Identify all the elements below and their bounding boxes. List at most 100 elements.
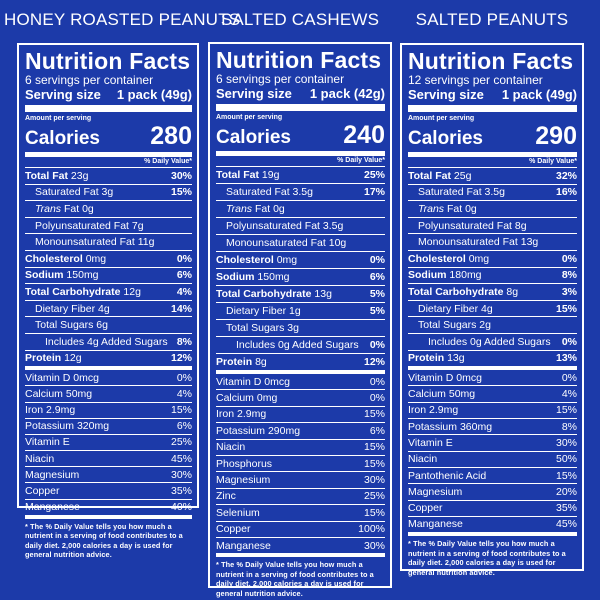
vitamin-amount: 360mg xyxy=(459,420,493,433)
nutrition-panel-salted-peanuts: Nutrition Facts 12 servings per container… xyxy=(400,43,584,577)
nutrient-amount: 0g xyxy=(273,203,285,215)
nutrient-name: Monounsaturated Fat 11g xyxy=(35,236,154,248)
vitamin-name: Copper xyxy=(216,523,250,535)
vitamin-label: Niacin xyxy=(408,453,438,466)
nutrient-row: Dietary Fiber 4g 14% xyxy=(25,299,192,317)
nutrient-row: Monounsaturated Fat 13g xyxy=(408,233,577,250)
nutrient-name: Trans Fat 0g xyxy=(418,203,477,215)
nutrient-name: Dietary Fiber 4g xyxy=(418,303,493,315)
vitamin-name: Iron 2.9mg xyxy=(25,404,75,416)
vitamin-row: Calcium 50mg 4% xyxy=(408,385,577,401)
daily-value-header: % Daily Value* xyxy=(25,156,192,167)
nutrient-table: Total Fat 19g 25% Saturated Fat 3.5g 17% Tra… xyxy=(216,166,385,553)
serving-size-row: Serving size 1 pack (49g) xyxy=(25,87,192,103)
vitamin-daily-value: 0% xyxy=(561,371,577,384)
vitamin-label: Iron xyxy=(408,404,427,417)
vitamin-label: Calcium xyxy=(408,388,446,401)
nutrition-facts-heading: Nutrition Facts xyxy=(408,48,574,74)
vitamin-daily-value: 15% xyxy=(555,469,577,482)
nutrient-label: Total Fat xyxy=(216,169,259,181)
calories-row: Calories 280 xyxy=(25,123,192,152)
daily-value-header: % Daily Value* xyxy=(408,156,577,167)
nutrient-name: Total Sugars 3g xyxy=(226,322,299,334)
nutrient-amount: 4g xyxy=(481,302,493,315)
serving-size-label: Serving size xyxy=(216,86,292,101)
vitamin-daily-value: 35% xyxy=(555,502,577,515)
vitamin-amount: 290mg xyxy=(267,424,301,437)
vitamin-label: Copper xyxy=(216,523,251,536)
calories-value: 280 xyxy=(150,122,192,150)
vitamin-name: Potassium 290mg xyxy=(216,425,300,437)
vitamin-row: Copper 100% xyxy=(216,520,385,537)
nutrient-amount: 25g xyxy=(453,169,472,182)
vitamin-row: Magnesium 20% xyxy=(408,483,577,499)
vitamin-name: Niacin xyxy=(216,441,245,453)
vitamin-name: Selenium xyxy=(216,507,260,519)
nutrient-label: Saturated Fat xyxy=(226,186,290,198)
vitamin-label: Iron xyxy=(25,404,44,417)
vitamin-row: Iron 2.9mg 15% xyxy=(408,401,577,418)
vitamin-label: Manganese xyxy=(408,518,463,531)
nutrient-label: Total Sugars xyxy=(35,319,94,332)
vitamin-row: Manganese 30% xyxy=(216,536,385,553)
nutrient-label-suffix: Fat xyxy=(61,202,80,215)
nutrient-daily-value: 6% xyxy=(176,269,192,282)
nutrient-name: Total Carbohydrate 13g xyxy=(216,288,332,300)
nutrient-amount: 4g Added Sugars xyxy=(87,335,168,348)
nutrient-row: Total Carbohydrate 13g 5% xyxy=(216,285,385,302)
vitamin-row: Selenium 15% xyxy=(216,504,385,520)
nutrient-amount: 0g xyxy=(465,202,477,215)
nutrient-label: Includes xyxy=(428,335,468,348)
product-title-salted-peanuts: SALTED PEANUTS xyxy=(415,10,569,29)
thick-divider xyxy=(408,105,577,112)
nutrient-name: Total Sugars 6g xyxy=(35,319,108,331)
nutrient-daily-value: 6% xyxy=(369,271,385,283)
nutrition-panel-honey-roasted-peanuts: Nutrition Facts 6 servings per container S… xyxy=(17,43,199,559)
nutrient-amount: 2g xyxy=(479,319,491,332)
nutrient-row: Sodium 150mg 6% xyxy=(25,266,192,284)
vitamin-daily-value: 30% xyxy=(363,474,385,487)
nutrient-label: Cholesterol xyxy=(216,254,274,266)
vitamin-daily-value: 20% xyxy=(555,485,577,498)
nutrient-name: Saturated Fat 3.5g xyxy=(418,186,505,198)
nutrient-row: Includes 0g Added Sugars 0% xyxy=(408,332,577,350)
nutrient-name: Cholesterol 0mg xyxy=(216,254,297,266)
nutrient-label: Polyunsaturated Fat xyxy=(35,219,129,232)
nutrient-row: Saturated Fat 3.5g 16% xyxy=(408,183,577,201)
vitamin-name: Manganese xyxy=(25,501,80,513)
calories-row: Calories 240 xyxy=(216,122,385,151)
nutrient-amount: 150mg xyxy=(257,271,290,283)
vitamin-daily-value: 0% xyxy=(369,375,385,388)
vitamin-name: Niacin xyxy=(25,453,54,465)
vitamin-row: Niacin 15% xyxy=(216,438,385,455)
nutrient-amount: 0mg xyxy=(85,252,107,265)
vitamin-label: Niacin xyxy=(25,452,55,465)
nutrient-amount: 0g Added Sugars xyxy=(278,339,359,351)
nutrient-row: Sodium 180mg 8% xyxy=(408,266,577,284)
nutrient-name: Sodium 150mg xyxy=(216,271,290,283)
vitamin-daily-value: 30% xyxy=(170,468,192,481)
nutrient-label: Sodium xyxy=(408,269,447,282)
vitamin-name: Iron 2.9mg xyxy=(216,408,266,420)
nutrient-daily-value: 8% xyxy=(561,269,577,282)
daily-value-footnote: * The % Daily Value tells you how much a… xyxy=(408,532,577,577)
nutrient-name: Protein 12g xyxy=(25,352,82,364)
vitamin-name: Magnesium xyxy=(408,486,462,498)
nutrient-amount: 12g xyxy=(123,285,141,298)
nutrient-name: Total Fat 25g xyxy=(408,170,471,182)
nutrient-name: Sodium 180mg xyxy=(408,269,482,281)
nutrient-amount: 0mg xyxy=(468,252,490,265)
vitamin-label: Calcium xyxy=(216,392,254,405)
vitamin-label: Vitamin E xyxy=(408,436,453,449)
vitamin-label: Calcium xyxy=(25,387,63,400)
vitamin-daily-value: 30% xyxy=(363,539,385,552)
nutrient-row: Dietary Fiber 1g 5% xyxy=(216,302,385,319)
vitamin-row: Vitamin E 30% xyxy=(408,434,577,450)
vitamin-label: Copper xyxy=(25,485,60,498)
vitamin-daily-value: 4% xyxy=(176,387,192,400)
nutrient-label: Cholesterol xyxy=(408,252,466,265)
nutrition-panel-salted-cashews: Nutrition Facts 6 servings per container S… xyxy=(208,42,392,598)
vitamin-name: Calcium 50mg xyxy=(25,388,92,400)
vitamin-row: Phosphorus 15% xyxy=(216,454,385,471)
vitamin-name: Zinc xyxy=(216,490,236,502)
